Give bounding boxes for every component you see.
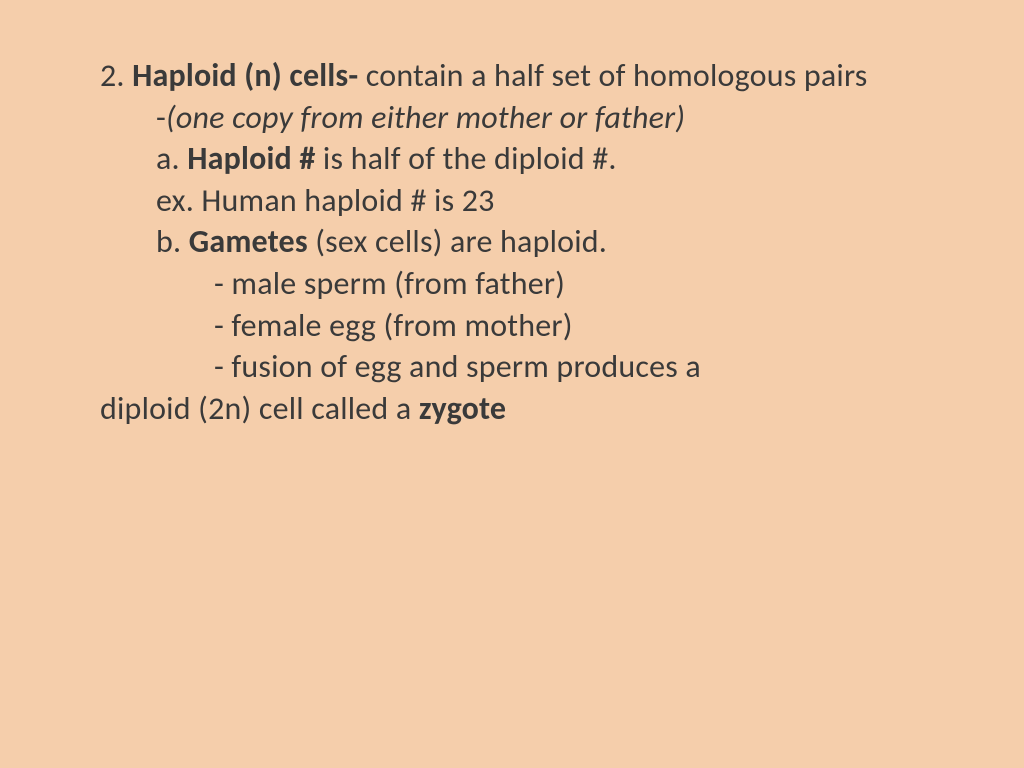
line-gametes: b. Gametes (sex cells) are haploid. [100,221,924,263]
sub-marker-a: a. [156,139,187,178]
def-text: contain a half set of homologous pairs [358,56,867,95]
num-marker: 2. [100,56,132,95]
line-fusion-1: - fusion of egg and sperm produces a [100,346,924,388]
line-example: ex. Human haploid # is 23 [100,180,924,222]
sub-marker-b: b. [156,222,189,261]
example-text: ex. Human haploid # is 23 [156,181,495,220]
egg-text: - female egg (from mother) [214,306,573,345]
line-male-sperm: - male sperm (from father) [100,263,924,305]
line-female-egg: - female egg (from mother) [100,305,924,347]
line-parenthetical: -(one copy from either mother or father) [100,97,924,139]
term-zygote: zygote [419,389,506,428]
term-haploid-cells: Haploid (n) cells- [132,56,358,95]
line-haploid-num: a. Haploid # is half of the diploid #. [100,138,924,180]
gametes-rest: (sex cells) are haploid. [308,222,607,261]
term-haploid-num: Haploid # [187,139,315,178]
parenthetical-text: (one copy from either mother or father) [166,98,685,137]
sperm-text: - male sperm (from father) [214,264,565,303]
haploid-num-rest: is half of the diploid #. [315,139,616,178]
term-gametes: Gametes [189,222,308,261]
fusion-text-2-pre: diploid (2n) cell called a [100,389,419,428]
line-haploid-def: 2. Haploid (n) cells- contain a half set… [100,55,924,97]
line-fusion-2: diploid (2n) cell called a zygote [100,388,924,430]
fusion-text-1: - fusion of egg and sperm produces a [214,347,701,386]
dash: - [156,98,166,137]
